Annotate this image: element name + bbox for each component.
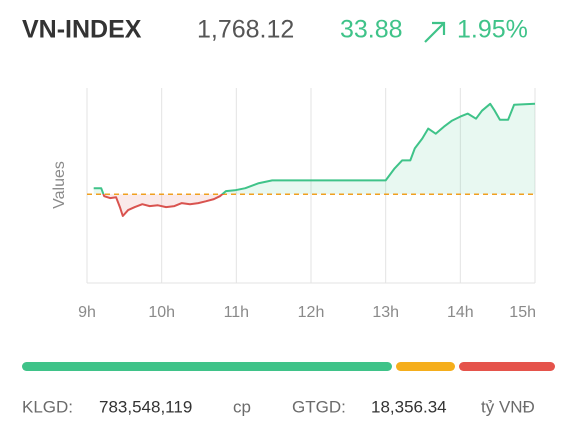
y-axis-label: Values [51, 161, 68, 209]
index-change-pct: 1.95% [457, 16, 528, 44]
line [93, 102, 536, 217]
volume: 783,548,119 [99, 397, 192, 416]
breadth-segment [22, 362, 392, 371]
x-tick-label: 14h [447, 304, 474, 321]
x-tick-label: 12h [298, 304, 325, 321]
area [93, 103, 535, 216]
breadth-segment [459, 362, 555, 371]
value-label: GTGD: [292, 397, 346, 416]
x-tick-label: 15h [509, 304, 536, 321]
trade-value: 18,356.34 [371, 397, 447, 416]
up-arrow [424, 21, 446, 43]
x-tick-label: 9h [78, 304, 96, 321]
x-tick-label: 13h [372, 304, 399, 321]
index-change: 33.88 [340, 16, 403, 44]
x-tick-label: 10h [148, 304, 175, 321]
index-value: 1,768.12 [197, 16, 294, 44]
breadth-segment [396, 362, 455, 371]
x-tick-label: 11h [224, 304, 250, 321]
volume-unit: cp [233, 397, 251, 416]
volume-label: KLGD: [22, 397, 73, 416]
value-unit: tỷ VNĐ [481, 397, 535, 416]
index-name: VN-INDEX [22, 16, 142, 44]
